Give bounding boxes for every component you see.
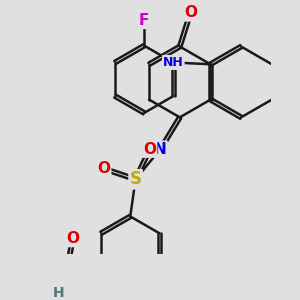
Text: O: O	[184, 5, 197, 20]
Text: S: S	[130, 170, 142, 188]
Text: O: O	[66, 231, 79, 246]
Text: O: O	[97, 161, 110, 176]
Text: N: N	[154, 142, 167, 157]
Text: F: F	[139, 13, 149, 28]
Text: H: H	[53, 286, 64, 300]
Text: NH: NH	[163, 56, 184, 69]
Text: O: O	[143, 142, 156, 157]
